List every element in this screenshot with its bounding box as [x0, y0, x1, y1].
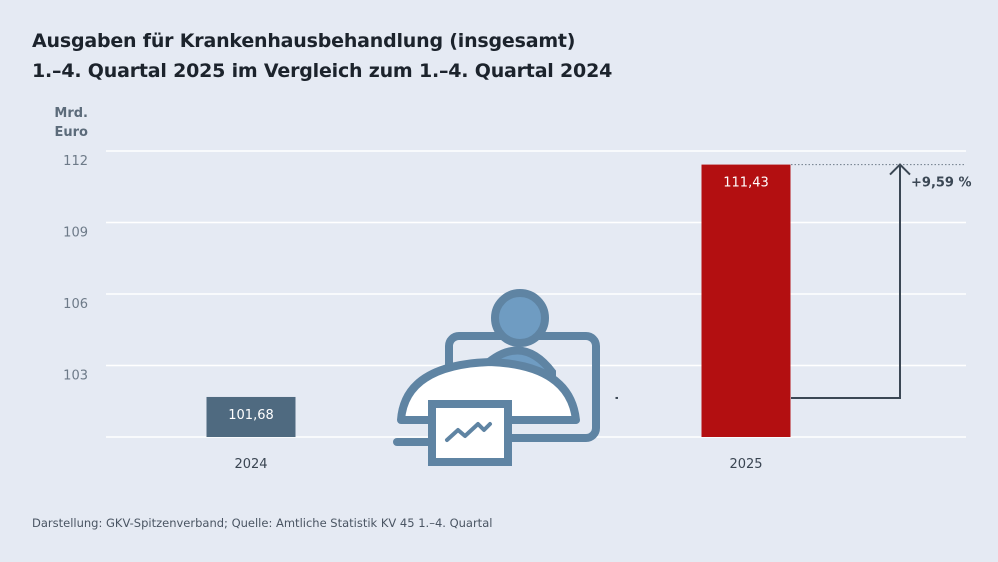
data-label: 111,43: [723, 176, 769, 191]
hospital-bed-patient-monitor-icon: [393, 289, 600, 466]
y-tick-label: 103: [63, 369, 88, 384]
y-tick-label: 109: [63, 226, 88, 241]
y-tick-label: 106: [63, 297, 88, 312]
chart-title: Ausgaben für Krankenhausbehandlung (insg…: [32, 30, 613, 82]
y-axis-unit: Mrd. Euro: [54, 106, 88, 140]
bar-2025: [701, 164, 791, 437]
arrow-head-icon: [889, 163, 911, 176]
x-tick-label: 2024: [234, 457, 267, 472]
source-footer: Darstellung: GKV-Spitzenverband; Quelle:…: [32, 516, 493, 530]
change-arrow-line: [791, 165, 901, 399]
x-tick-label: 2025: [729, 457, 762, 472]
bar-2024: [206, 396, 296, 437]
data-label: 101,68: [228, 408, 274, 423]
change-annotation: +9,59 %: [911, 176, 972, 191]
y-tick-label: 112: [63, 154, 88, 169]
